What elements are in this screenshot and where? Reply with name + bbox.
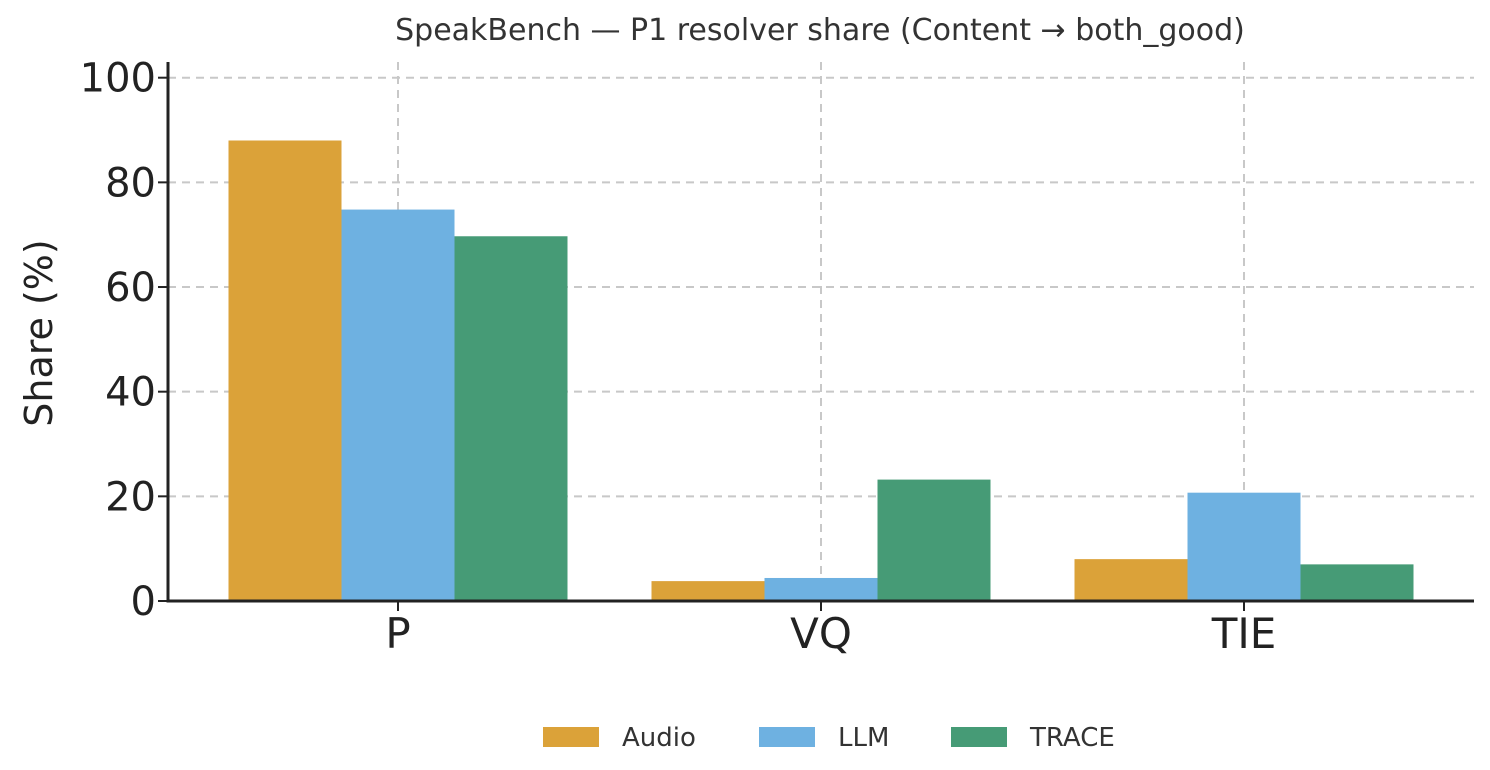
legend-swatch-llm bbox=[759, 727, 815, 747]
chart-title: SpeakBench — P1 resolver share (Content … bbox=[395, 13, 1245, 48]
y-tick-label: 100 bbox=[80, 56, 156, 102]
bar-llm-p bbox=[341, 209, 455, 602]
legend: Audio LLM TRACE bbox=[543, 723, 1115, 753]
bar-llm-tie bbox=[1187, 492, 1301, 601]
x-tick-label: VQ bbox=[790, 609, 852, 658]
y-tick-label: 60 bbox=[105, 265, 156, 311]
y-tick-label: 20 bbox=[105, 474, 156, 520]
y-tick-label: 40 bbox=[105, 370, 156, 416]
x-tick-label: P bbox=[385, 609, 410, 658]
y-axis-title: Share (%) bbox=[17, 239, 61, 427]
bar-audio-p bbox=[228, 140, 342, 601]
bar-audio-tie bbox=[1074, 559, 1188, 601]
y-tick-label: 0 bbox=[131, 579, 156, 625]
x-tick-label: TIE bbox=[1211, 609, 1277, 658]
legend-swatch-trace bbox=[951, 727, 1007, 747]
bar-trace-p bbox=[454, 236, 568, 601]
axes-layer: 0 20 40 60 80 100 P VQ TIE bbox=[80, 56, 1474, 658]
legend-label-trace: TRACE bbox=[1029, 723, 1115, 753]
bar-llm-vq bbox=[764, 577, 878, 601]
bars-layer bbox=[228, 140, 1414, 602]
bar-trace-tie bbox=[1300, 564, 1414, 601]
bar-audio-vq bbox=[651, 581, 765, 601]
y-tick-label: 80 bbox=[105, 160, 156, 206]
legend-label-audio: Audio bbox=[622, 723, 696, 753]
bar-trace-vq bbox=[877, 479, 991, 601]
legend-label-llm: LLM bbox=[838, 723, 889, 753]
legend-swatch-audio bbox=[543, 727, 599, 747]
